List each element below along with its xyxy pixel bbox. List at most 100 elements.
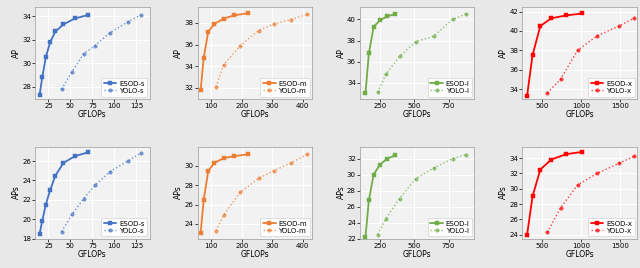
YOLO-m [287,161,294,165]
YOLO-s [68,70,76,73]
YOLO-x [615,24,623,28]
Legend: ESOD-s, YOLO-s: ESOD-s, YOLO-s [101,218,147,236]
YOLO-m [220,214,227,217]
ESOD-m [200,198,207,201]
ESOD-l [376,163,383,166]
ESOD-l [370,173,378,176]
ESOD-s [52,174,60,177]
ESOD-s [84,13,92,17]
YOLO-s [137,13,145,17]
YOLO-x [543,91,551,95]
YOLO-x [593,172,601,175]
X-axis label: GFLOPs: GFLOPs [78,250,107,259]
ESOD-m [204,169,212,172]
ESOD-m [211,161,218,165]
Line: ESOD-x: ESOD-x [525,150,584,237]
X-axis label: GFLOPs: GFLOPs [565,250,594,259]
YOLO-s [124,20,131,24]
YOLO-s [58,230,65,233]
Line: YOLO-s: YOLO-s [60,13,143,91]
Legend: ESOD-l, YOLO-l: ESOD-l, YOLO-l [428,78,472,96]
YOLO-l [396,197,403,200]
ESOD-s [52,30,60,33]
ESOD-x [524,233,531,236]
ESOD-s [42,56,49,59]
Y-axis label: APs: APs [337,186,346,199]
ESOD-x [529,54,536,57]
ESOD-s [60,23,67,26]
YOLO-l [462,153,470,156]
Legend: ESOD-m, YOLO-m: ESOD-m, YOLO-m [260,218,310,236]
ESOD-x [536,24,544,28]
YOLO-m [303,153,311,156]
Y-axis label: AP: AP [12,48,20,58]
Line: ESOD-m: ESOD-m [198,11,250,92]
ESOD-s [84,151,92,154]
ESOD-m [197,231,205,234]
Line: YOLO-l: YOLO-l [376,153,468,236]
Legend: ESOD-s, YOLO-s: ESOD-s, YOLO-s [101,78,147,96]
Y-axis label: APs: APs [499,186,508,199]
Y-axis label: APs: APs [12,186,20,199]
YOLO-m [236,191,244,194]
ESOD-s [42,203,49,206]
YOLO-s [58,88,65,91]
ESOD-x [524,94,531,97]
ESOD-l [383,15,391,18]
ESOD-s [71,17,79,20]
ESOD-l [362,92,369,95]
YOLO-m [212,229,220,232]
ESOD-m [204,30,212,33]
ESOD-s [36,94,44,97]
ESOD-m [244,153,252,156]
ESOD-s [46,40,54,44]
X-axis label: GFLOPs: GFLOPs [241,110,269,119]
YOLO-m [255,29,262,32]
ESOD-x [529,195,536,198]
YOLO-m [255,177,262,180]
ESOD-l [365,52,372,55]
Line: ESOD-s: ESOD-s [38,13,90,97]
YOLO-m [270,23,278,26]
YOLO-s [68,213,76,216]
Line: YOLO-x: YOLO-x [545,17,636,95]
YOLO-l [412,177,420,180]
YOLO-s [106,31,114,34]
YOLO-l [449,18,456,21]
YOLO-l [429,166,437,170]
Legend: ESOD-x, YOLO-x: ESOD-x, YOLO-x [588,78,635,96]
YOLO-s [106,170,114,173]
X-axis label: GFLOPs: GFLOPs [403,110,431,119]
ESOD-l [383,157,391,160]
ESOD-x [547,17,555,20]
ESOD-x [579,150,586,154]
Line: ESOD-l: ESOD-l [364,12,397,95]
YOLO-s [80,197,88,200]
YOLO-m [236,44,244,47]
YOLO-x [557,206,564,210]
YOLO-x [630,17,637,20]
YOLO-l [429,35,437,38]
ESOD-m [230,155,238,158]
YOLO-s [91,44,99,47]
Line: YOLO-l: YOLO-l [376,12,468,94]
ESOD-m [200,56,207,59]
ESOD-x [579,12,586,15]
YOLO-l [374,233,381,236]
X-axis label: GFLOPs: GFLOPs [241,250,269,259]
YOLO-x [630,155,637,158]
YOLO-s [137,152,145,155]
X-axis label: GFLOPs: GFLOPs [403,250,431,259]
YOLO-s [80,52,88,55]
ESOD-s [38,76,46,79]
ESOD-s [38,219,46,223]
YOLO-l [382,217,390,220]
Line: YOLO-s: YOLO-s [60,152,143,233]
YOLO-l [412,40,420,43]
YOLO-l [449,157,456,160]
ESOD-s [36,232,44,235]
YOLO-m [270,169,278,172]
ESOD-s [71,155,79,158]
Y-axis label: AP: AP [499,48,508,58]
ESOD-l [365,199,372,202]
